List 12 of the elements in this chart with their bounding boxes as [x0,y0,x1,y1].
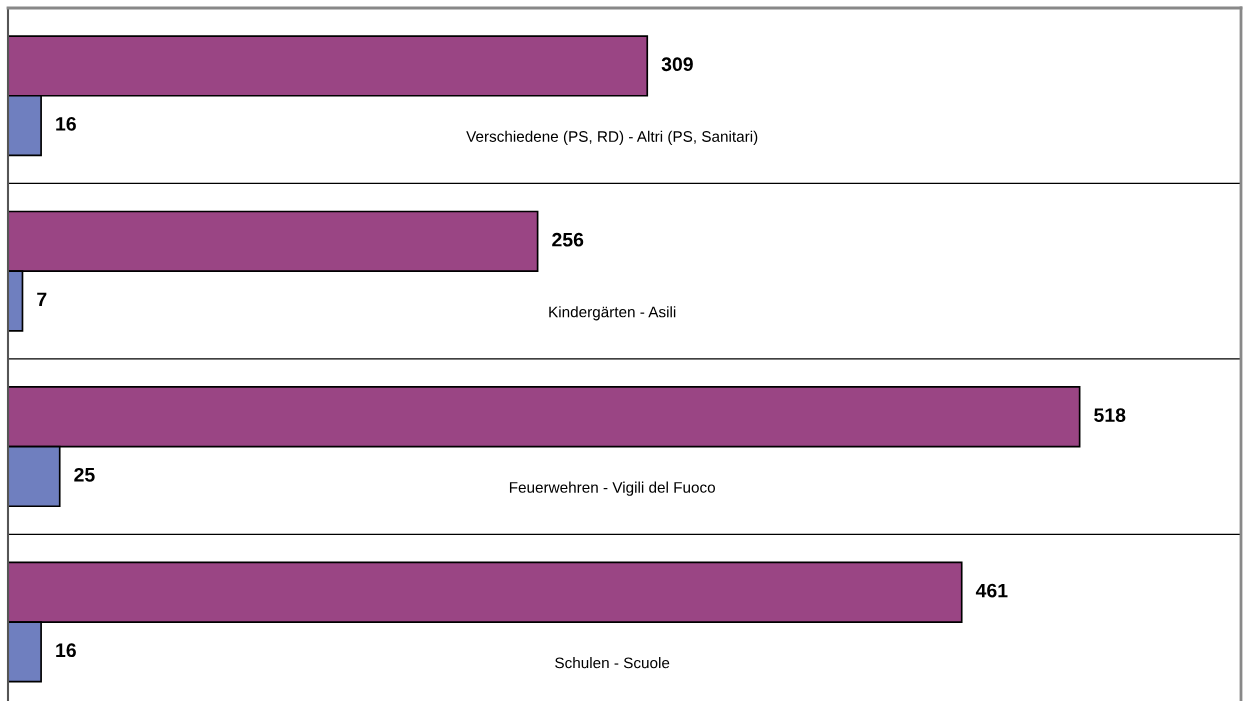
data-label: 7 [37,292,47,307]
y-tick-label: Feuerwehren - Vigili del Fuoco [509,481,715,496]
data-label: 16 [56,117,76,131]
data-label: 16 [56,643,76,658]
y-tick-label: Kindergärten - Asili [549,306,676,321]
y-tick-label: Verschiedene (PS, RD) - Altri (PS, Sanitari) [466,130,758,145]
data-label: 518 [1094,408,1126,422]
y-tick-label: Schulen - Scuole [555,657,670,669]
data-label: 256 [552,232,584,247]
data-label: 309 [661,57,693,72]
data-label: 461 [975,583,1008,598]
data-label: 25 [74,467,95,482]
